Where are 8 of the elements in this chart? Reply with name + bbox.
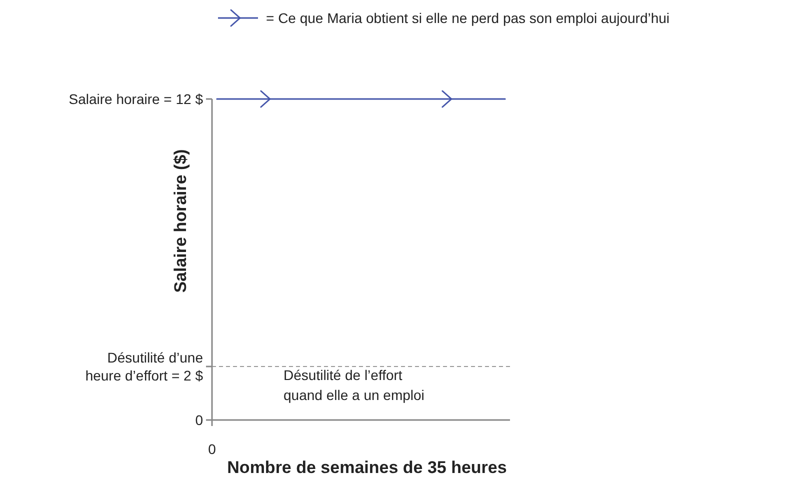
legend-label: = Ce que Maria obtient si elle ne perd pas son emploi aujourd’hui xyxy=(266,10,670,26)
y-tick-label: Salaire horaire = 12 $ xyxy=(68,91,204,107)
y-tick-label: Désutilité d’une heure d’effort = 2 $ xyxy=(85,350,204,384)
y-axis-title: Salaire horaire ($) xyxy=(171,149,190,293)
annotation: Désutilité de l’effort quand elle a un emploi xyxy=(284,367,424,403)
x-axis-title: Nombre de semaines de 35 heures xyxy=(227,458,507,477)
text: 0 xyxy=(208,441,216,457)
y-tick-label: 0 xyxy=(195,412,204,428)
